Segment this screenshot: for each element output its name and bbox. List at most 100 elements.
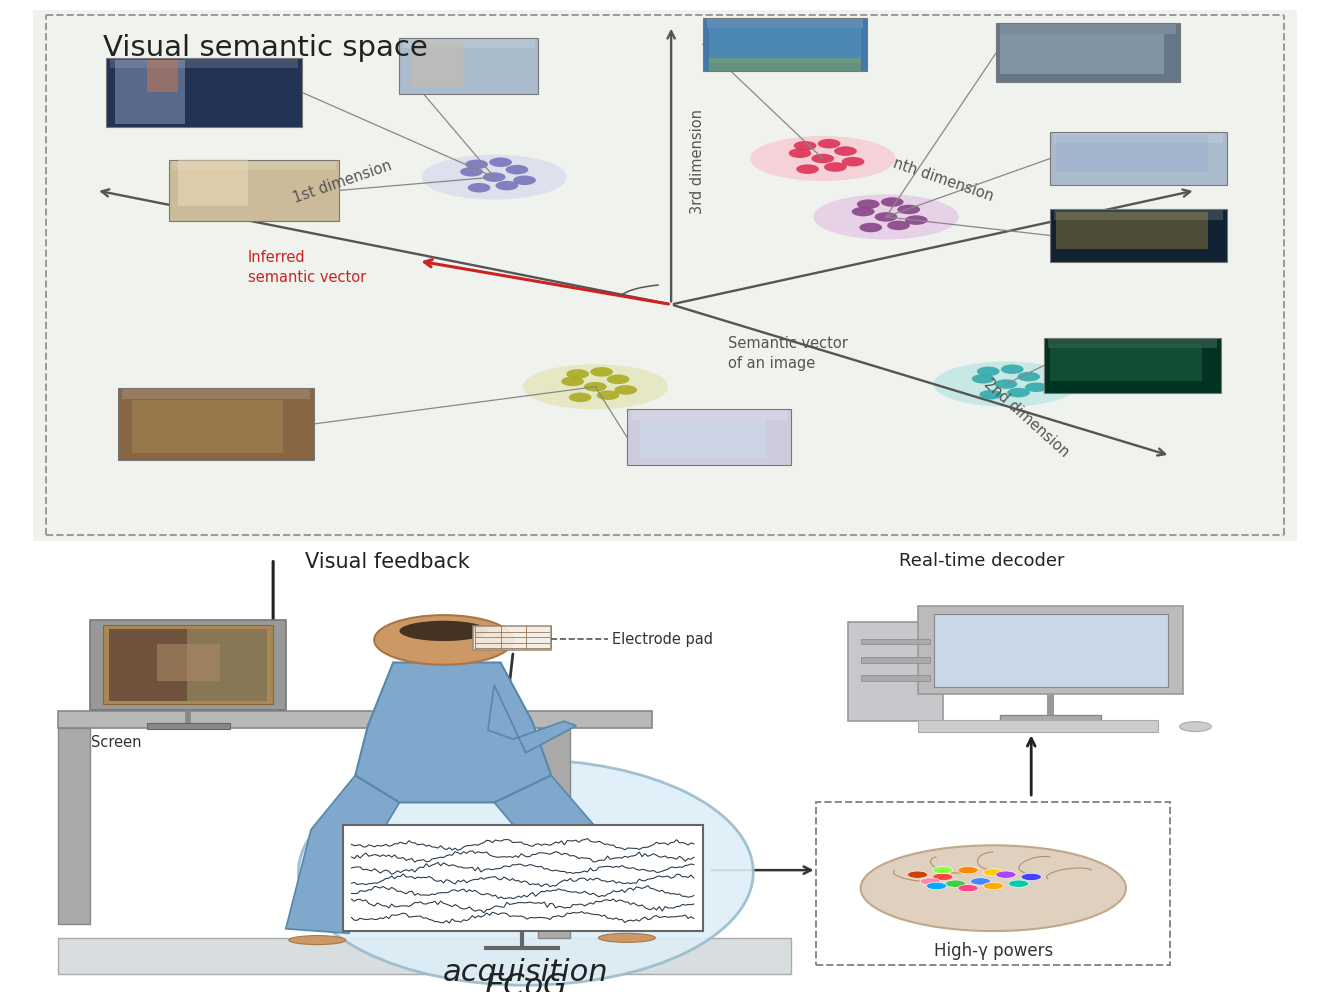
Bar	[627, 410, 791, 465]
Bar	[861, 639, 930, 645]
Text: Real-time decoder: Real-time decoder	[898, 552, 1064, 570]
Circle shape	[958, 885, 978, 892]
Bar	[703, 18, 867, 71]
Circle shape	[888, 220, 910, 230]
Circle shape	[794, 141, 816, 151]
Circle shape	[789, 149, 811, 158]
Bar	[1050, 209, 1226, 262]
Circle shape	[996, 871, 1016, 878]
Bar	[58, 728, 90, 925]
Bar	[1048, 338, 1217, 348]
Circle shape	[905, 215, 927, 225]
Circle shape	[958, 867, 978, 874]
Circle shape	[919, 878, 941, 885]
Polygon shape	[495, 776, 665, 925]
Circle shape	[933, 873, 953, 881]
Ellipse shape	[1180, 721, 1212, 731]
Circle shape	[811, 154, 833, 164]
Bar	[1050, 132, 1226, 186]
Ellipse shape	[400, 621, 488, 641]
Text: nth dimension: nth dimension	[890, 155, 995, 203]
Bar	[58, 711, 652, 728]
Bar	[861, 676, 930, 681]
Circle shape	[590, 367, 613, 377]
Circle shape	[796, 165, 819, 174]
Circle shape	[857, 199, 880, 209]
Bar	[169, 160, 340, 221]
Circle shape	[976, 367, 1000, 376]
Bar	[1057, 135, 1208, 172]
Circle shape	[468, 183, 491, 192]
Bar	[147, 722, 230, 729]
Bar	[538, 728, 570, 937]
Bar	[1000, 34, 1164, 73]
Text: Semantic vector
of an image: Semantic vector of an image	[728, 336, 848, 371]
Bar	[996, 23, 1180, 81]
Ellipse shape	[750, 136, 896, 182]
Ellipse shape	[523, 364, 668, 410]
Bar	[709, 29, 861, 63]
Bar	[122, 389, 311, 399]
Circle shape	[824, 163, 847, 172]
Text: High-γ powers: High-γ powers	[934, 942, 1053, 960]
Bar	[179, 159, 247, 206]
Bar	[173, 161, 336, 171]
Bar	[918, 720, 1158, 732]
Circle shape	[607, 375, 630, 384]
Circle shape	[1017, 372, 1040, 381]
Text: Electrode pad: Electrode pad	[611, 632, 713, 647]
Text: 3rd dimension: 3rd dimension	[691, 109, 705, 213]
Circle shape	[490, 158, 512, 167]
Circle shape	[614, 385, 636, 395]
Bar	[58, 937, 791, 974]
Polygon shape	[488, 685, 577, 753]
Bar	[118, 388, 314, 459]
Circle shape	[881, 197, 904, 206]
Bar	[147, 61, 179, 92]
Bar	[816, 803, 1171, 965]
Circle shape	[933, 867, 953, 874]
Ellipse shape	[861, 845, 1126, 931]
Circle shape	[833, 146, 857, 156]
Text: Visual semantic space: Visual semantic space	[103, 34, 427, 62]
Text: acquisition: acquisition	[443, 958, 609, 987]
Circle shape	[566, 369, 589, 379]
Circle shape	[875, 212, 897, 221]
Circle shape	[983, 882, 1003, 890]
Bar	[108, 629, 188, 701]
Circle shape	[374, 615, 513, 665]
Text: Inferred
semantic vector: Inferred semantic vector	[247, 250, 366, 285]
Bar	[934, 614, 1168, 687]
Text: Visual feedback: Visual feedback	[304, 552, 470, 572]
Bar	[1050, 344, 1201, 381]
Bar	[861, 657, 930, 663]
Bar	[706, 19, 863, 29]
Bar	[400, 38, 538, 93]
Circle shape	[841, 157, 864, 167]
Ellipse shape	[288, 935, 345, 944]
Ellipse shape	[422, 155, 566, 199]
Bar	[131, 400, 283, 453]
Circle shape	[561, 377, 583, 386]
Circle shape	[995, 379, 1017, 389]
Circle shape	[1007, 388, 1029, 398]
Polygon shape	[286, 776, 400, 933]
Circle shape	[979, 390, 1002, 400]
Circle shape	[818, 139, 840, 149]
Bar	[90, 620, 286, 710]
Circle shape	[466, 160, 488, 169]
Bar	[1054, 210, 1224, 219]
Ellipse shape	[299, 760, 753, 985]
Circle shape	[569, 393, 591, 402]
Bar	[103, 625, 273, 704]
Circle shape	[1021, 873, 1041, 881]
Bar	[1000, 24, 1176, 34]
Bar	[639, 419, 766, 458]
Ellipse shape	[598, 933, 655, 942]
Circle shape	[897, 204, 919, 214]
Circle shape	[926, 882, 946, 890]
Bar	[343, 825, 703, 931]
Bar	[1000, 715, 1101, 723]
Bar	[110, 59, 298, 68]
Bar	[157, 645, 220, 681]
